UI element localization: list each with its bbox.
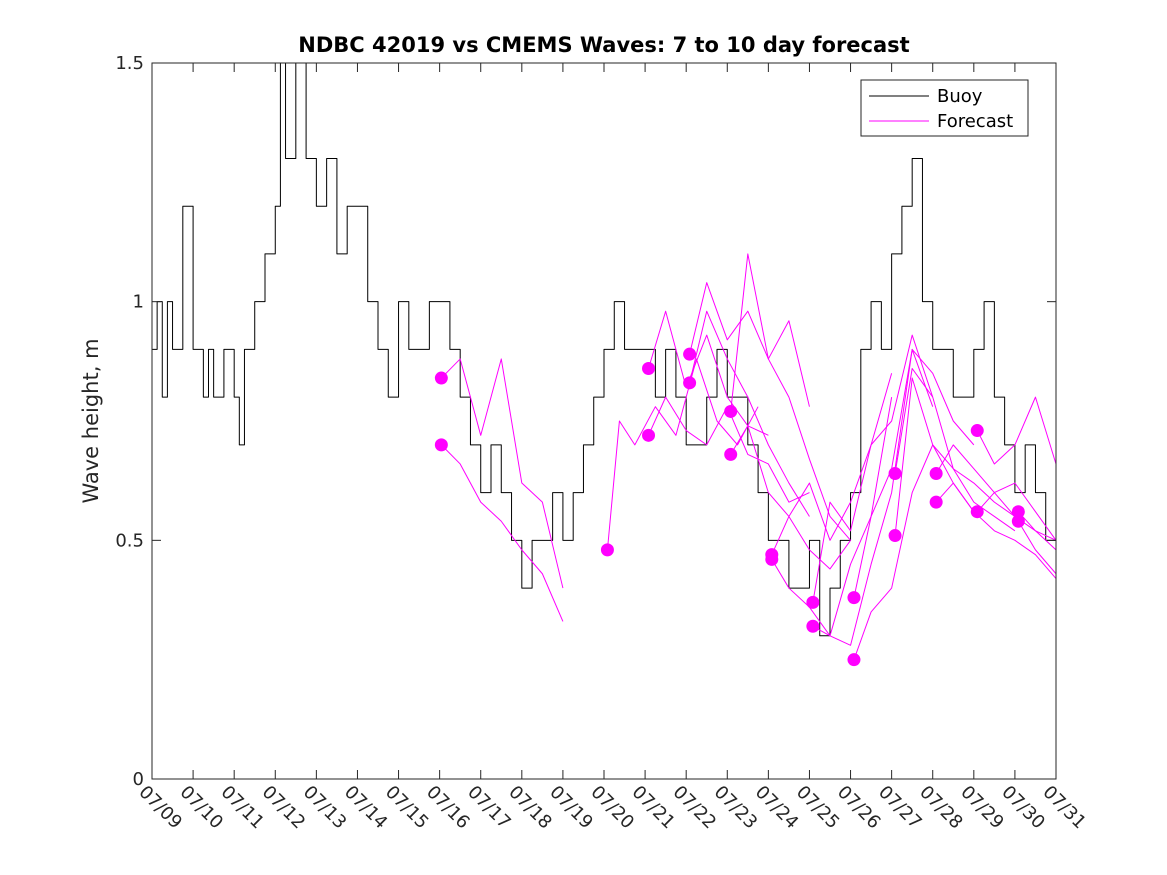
y-tick-label: 1	[133, 292, 144, 313]
forecast-series-line-15	[853, 444, 975, 660]
x-tick-label: 07/30	[997, 782, 1049, 834]
x-tick-label: 07/11	[217, 782, 269, 834]
plot-lines	[152, 62, 1057, 660]
forecast-start-point-16	[888, 467, 902, 481]
y-tick-label: 0	[133, 769, 144, 790]
forecast-series-line-7	[689, 310, 810, 517]
forecast-start-point-15	[847, 653, 861, 667]
x-tick-label: 07/17	[463, 782, 515, 834]
forecast-series-line-13	[812, 348, 934, 646]
forecast-series-line-22	[1017, 511, 1057, 541]
forecast-series-line-6	[689, 282, 810, 407]
x-tick-label: 07/15	[381, 782, 433, 834]
legend-entry-buoy: Buoy	[937, 86, 983, 107]
y-axis-ticks: 0 0.5 1 1.5	[115, 53, 1056, 790]
x-tick-label: 07/21	[628, 782, 680, 834]
x-tick-label: 07/14	[340, 782, 392, 834]
forecast-series-line-1	[440, 358, 564, 589]
forecast-series-line-2	[440, 444, 564, 622]
forecast-series-line-3	[606, 358, 759, 550]
forecast-start-point-1	[434, 371, 448, 385]
forecast-start-point-20	[970, 424, 984, 438]
forecast-start-point-12	[806, 595, 820, 609]
y-axis-label: Wave height, m	[79, 338, 103, 503]
y-tick-label: 1.5	[115, 53, 144, 74]
forecast-start-point-3	[600, 543, 614, 557]
forecast-start-point-2	[434, 438, 448, 452]
x-tick-label: 07/20	[586, 782, 638, 834]
x-tick-label: 07/09	[134, 782, 186, 834]
x-tick-label: 07/13	[299, 782, 351, 834]
forecast-start-point-6	[683, 347, 697, 361]
forecast-start-point-21	[970, 505, 984, 519]
x-tick-label: 07/19	[545, 782, 597, 834]
x-tick-label: 07/22	[669, 782, 721, 834]
forecast-start-point-19	[929, 495, 943, 509]
forecast-start-point-14	[847, 591, 861, 605]
x-tick-label: 07/31	[1038, 782, 1090, 834]
x-tick-label: 07/10	[176, 782, 228, 834]
x-tick-label: 07/28	[915, 782, 967, 834]
forecast-series-line-9	[730, 425, 851, 570]
forecast-start-point-22	[1011, 505, 1025, 519]
chart-title: NDBC 42019 vs CMEMS Waves: 7 to 10 day f…	[298, 33, 909, 57]
y-tick-label: 0.5	[115, 530, 144, 551]
forecast-series-line-4	[648, 310, 769, 436]
x-tick-label: 07/29	[956, 782, 1008, 834]
forecast-start-point-11	[765, 552, 779, 566]
x-tick-label: 07/23	[710, 782, 762, 834]
forecast-start-point-17	[888, 529, 902, 543]
forecast-series-line-21	[976, 482, 1057, 541]
forecast-start-point-5	[642, 428, 656, 442]
forecast-series-line-23	[1017, 520, 1057, 575]
x-axis-ticks: 07/0907/1007/1107/1207/1307/1407/1507/16…	[134, 63, 1090, 833]
forecast-series-line-19	[935, 482, 1057, 579]
forecast-start-point-4	[642, 361, 656, 375]
axes-box	[151, 62, 1057, 780]
x-tick-label: 07/25	[792, 782, 844, 834]
forecast-series-line-18	[935, 444, 1057, 551]
forecast-series-line-17	[894, 377, 1016, 536]
forecast-start-point-9	[724, 447, 738, 461]
buoy-series-line	[152, 62, 1056, 637]
legend-entry-forecast: Forecast	[937, 111, 1013, 132]
forecast-start-point-7	[683, 376, 697, 390]
x-tick-label: 07/26	[833, 782, 885, 834]
forecast-series-line-16	[894, 367, 1016, 517]
forecast-start-point-13	[806, 619, 820, 633]
forecast-series-line-12	[812, 334, 934, 603]
forecast-series-line-20	[976, 396, 1057, 465]
forecast-series-line-11	[771, 397, 893, 637]
x-tick-label: 07/16	[422, 782, 474, 834]
forecast-start-markers	[434, 347, 1025, 667]
legend-box	[860, 79, 1029, 137]
x-tick-label: 07/18	[504, 782, 556, 834]
forecast-series-line-14	[853, 348, 975, 598]
forecast-start-point-23	[1011, 514, 1025, 528]
x-tick-label: 07/24	[751, 782, 803, 834]
forecast-series-line-8	[730, 253, 851, 541]
forecast-start-point-18	[929, 467, 943, 481]
legend: Buoy Forecast	[860, 79, 1029, 137]
x-tick-label: 07/27	[874, 782, 926, 834]
forecast-start-point-8	[724, 404, 738, 418]
x-tick-label: 07/12	[258, 782, 310, 834]
